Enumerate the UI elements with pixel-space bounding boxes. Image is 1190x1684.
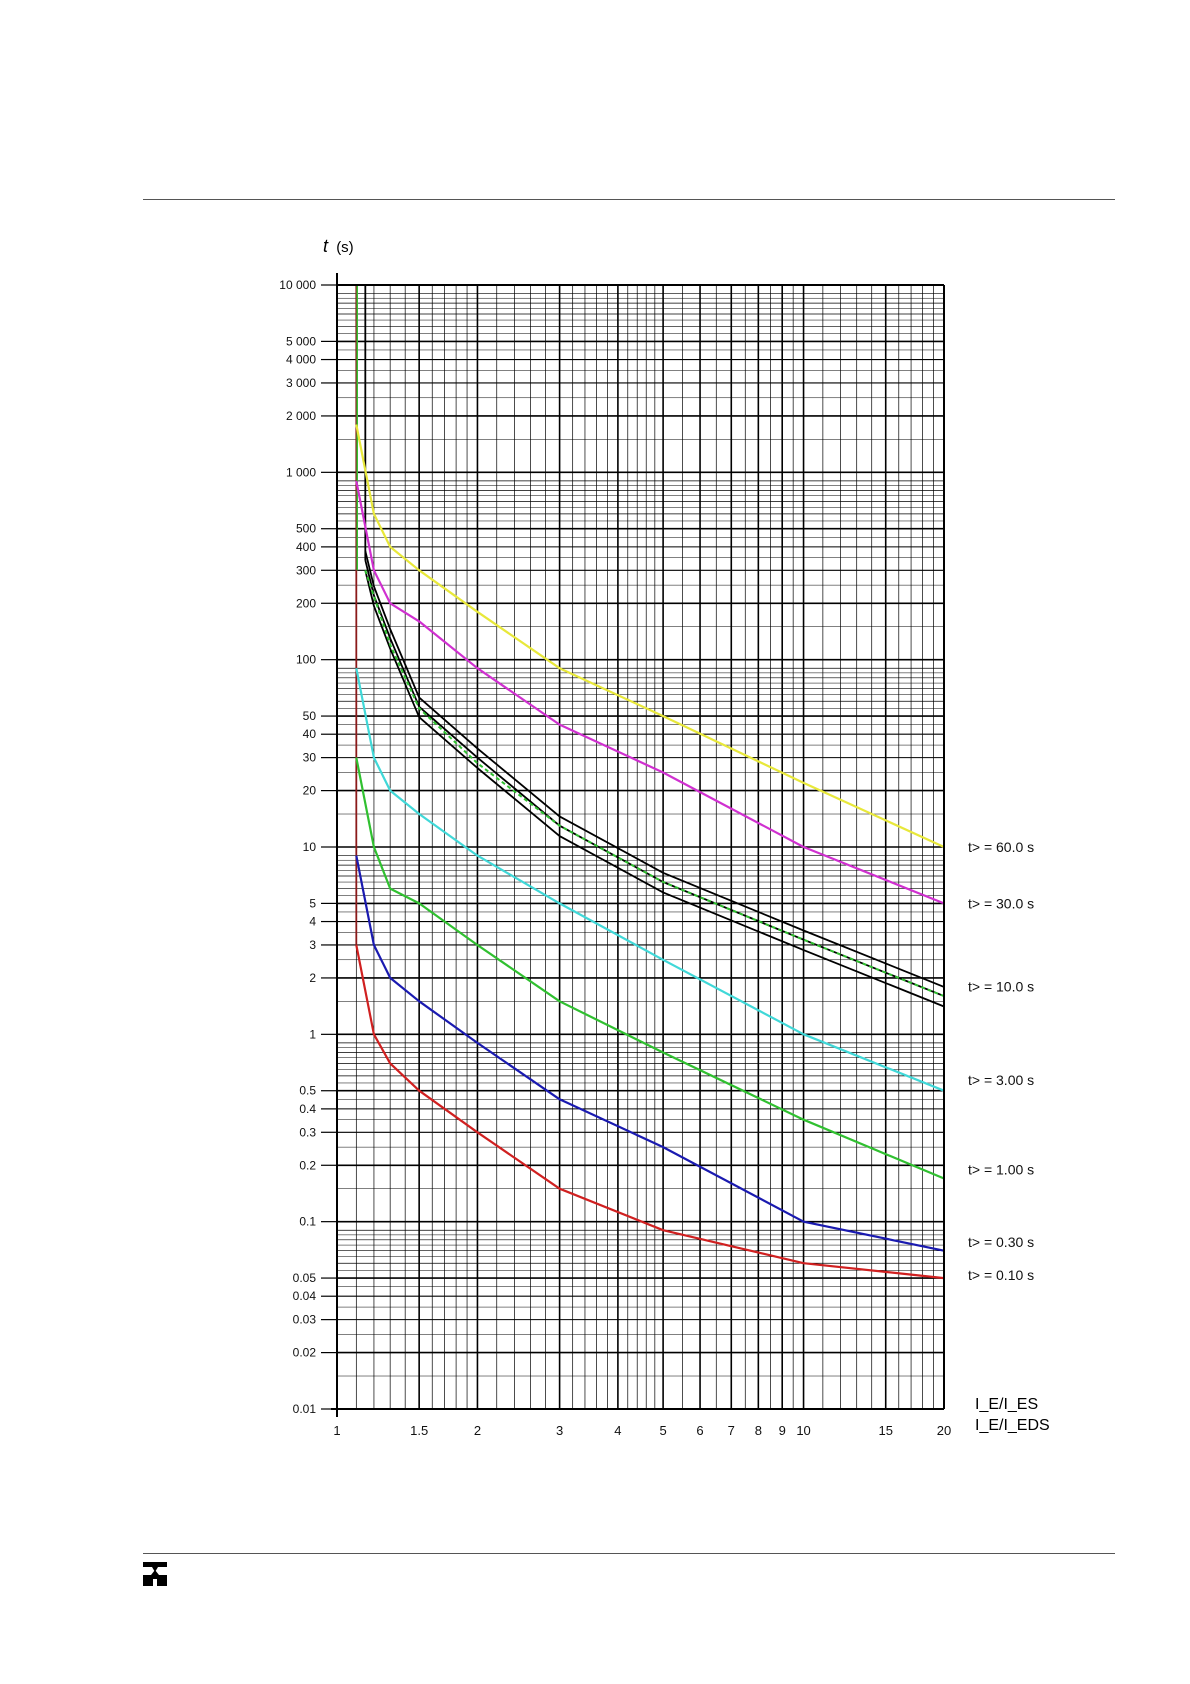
x-axis-label-2: I_E/I_EDS bbox=[975, 1417, 1050, 1434]
x-tick-label: 4 bbox=[614, 1423, 621, 1438]
curve-label: t> = 10.0 s bbox=[968, 979, 1034, 995]
x-tick-label: 9 bbox=[779, 1423, 786, 1438]
company-logo-icon bbox=[143, 1562, 167, 1586]
curve-label: t> = 3.00 s bbox=[968, 1072, 1034, 1088]
y-tick-label: 5 bbox=[309, 896, 316, 910]
y-tick-label: 500 bbox=[296, 522, 316, 536]
y-tick-label: 30 bbox=[303, 751, 317, 765]
x-tick-label: 1 bbox=[333, 1423, 340, 1438]
y-tick-label: 0.5 bbox=[299, 1084, 316, 1098]
y-tick-label: 0.04 bbox=[293, 1289, 317, 1303]
x-tick-label: 15 bbox=[878, 1423, 892, 1438]
y-tick-label: 300 bbox=[296, 563, 316, 577]
y-tick-label: 10 bbox=[303, 840, 317, 854]
y-tick-label: 0.3 bbox=[299, 1125, 316, 1139]
axis-frame bbox=[331, 273, 945, 1417]
chart-grid bbox=[336, 285, 945, 1410]
series-curve bbox=[355, 667, 945, 1092]
y-axis-unit: (s) bbox=[336, 239, 354, 256]
y-tick-label: 40 bbox=[303, 727, 317, 741]
y-axis-variable: t bbox=[323, 236, 329, 256]
black-reference-curves bbox=[364, 550, 945, 1008]
y-tick-label: 20 bbox=[303, 784, 317, 798]
y-tick-label: 5 000 bbox=[286, 334, 316, 348]
curve-label: t> = 60.0 s bbox=[968, 839, 1034, 855]
series-curve bbox=[355, 424, 945, 849]
x-tick-label: 5 bbox=[659, 1423, 666, 1438]
black-curve bbox=[364, 550, 945, 988]
black-curve bbox=[364, 570, 945, 1008]
y-tick-label: 0.2 bbox=[299, 1158, 316, 1172]
y-tick-label: 3 000 bbox=[286, 376, 316, 390]
black-curve bbox=[364, 559, 945, 997]
y-tick-label: 0.05 bbox=[293, 1271, 317, 1285]
green-band-curve bbox=[364, 569, 945, 998]
x-tick-label: 7 bbox=[728, 1423, 735, 1438]
y-tick-label: 0.4 bbox=[299, 1102, 316, 1116]
curve-label: t> = 0.30 s bbox=[968, 1234, 1034, 1250]
y-tick-label: 0.02 bbox=[293, 1346, 317, 1360]
y-tick-label: 0.1 bbox=[299, 1215, 316, 1229]
y-tick-label: 200 bbox=[296, 596, 316, 610]
curve-label: t> = 0.10 s bbox=[968, 1267, 1034, 1283]
y-tick-label: 100 bbox=[296, 653, 316, 667]
x-tick-label: 1.5 bbox=[410, 1423, 428, 1438]
x-tick-label: 20 bbox=[937, 1423, 951, 1438]
y-tick-label: 2 000 bbox=[286, 409, 316, 423]
y-tick-label: 0.01 bbox=[293, 1402, 317, 1416]
x-axis-label-1: I_E/I_ES bbox=[975, 1396, 1038, 1413]
y-tick-label: 3 bbox=[309, 938, 316, 952]
x-tick-label: 3 bbox=[556, 1423, 563, 1438]
x-tick-label: 6 bbox=[696, 1423, 703, 1438]
y-tick-label: 50 bbox=[303, 709, 317, 723]
curve-label: t> = 30.0 s bbox=[968, 895, 1034, 911]
series-curve bbox=[355, 944, 945, 1280]
y-tick-label: 1 000 bbox=[286, 465, 316, 479]
y-tick-label: 4 000 bbox=[286, 353, 316, 367]
x-tick-label: 2 bbox=[474, 1423, 481, 1438]
y-tick-label: 400 bbox=[296, 540, 316, 554]
header-rule bbox=[143, 199, 1115, 200]
x-tick-labels: 1 1.5 2 3 4 5 6 7 8 9 10 15 20 bbox=[333, 1423, 951, 1438]
y-tick-label: 2 bbox=[309, 971, 316, 985]
y-tick-label: 4 bbox=[309, 915, 316, 929]
x-tick-label: 8 bbox=[755, 1423, 762, 1438]
x-tick-label: 10 bbox=[796, 1423, 810, 1438]
series-curve bbox=[355, 855, 945, 1252]
footer-rule bbox=[143, 1553, 1115, 1554]
y-tick-label: 0.03 bbox=[293, 1313, 317, 1327]
y-tick-label: 1 bbox=[309, 1027, 316, 1041]
curve-label: t> = 1.00 s bbox=[968, 1161, 1034, 1177]
series-lines bbox=[355, 285, 945, 1280]
y-tick-label: 10 000 bbox=[279, 278, 316, 292]
series-curve bbox=[355, 480, 945, 905]
series-curve bbox=[355, 757, 945, 1180]
right-curve-labels: t> = 60.0 s t> = 30.0 s t> = 10.0 s t> = 3.… bbox=[968, 839, 1034, 1283]
y-axis-label: t (s) bbox=[323, 236, 354, 256]
